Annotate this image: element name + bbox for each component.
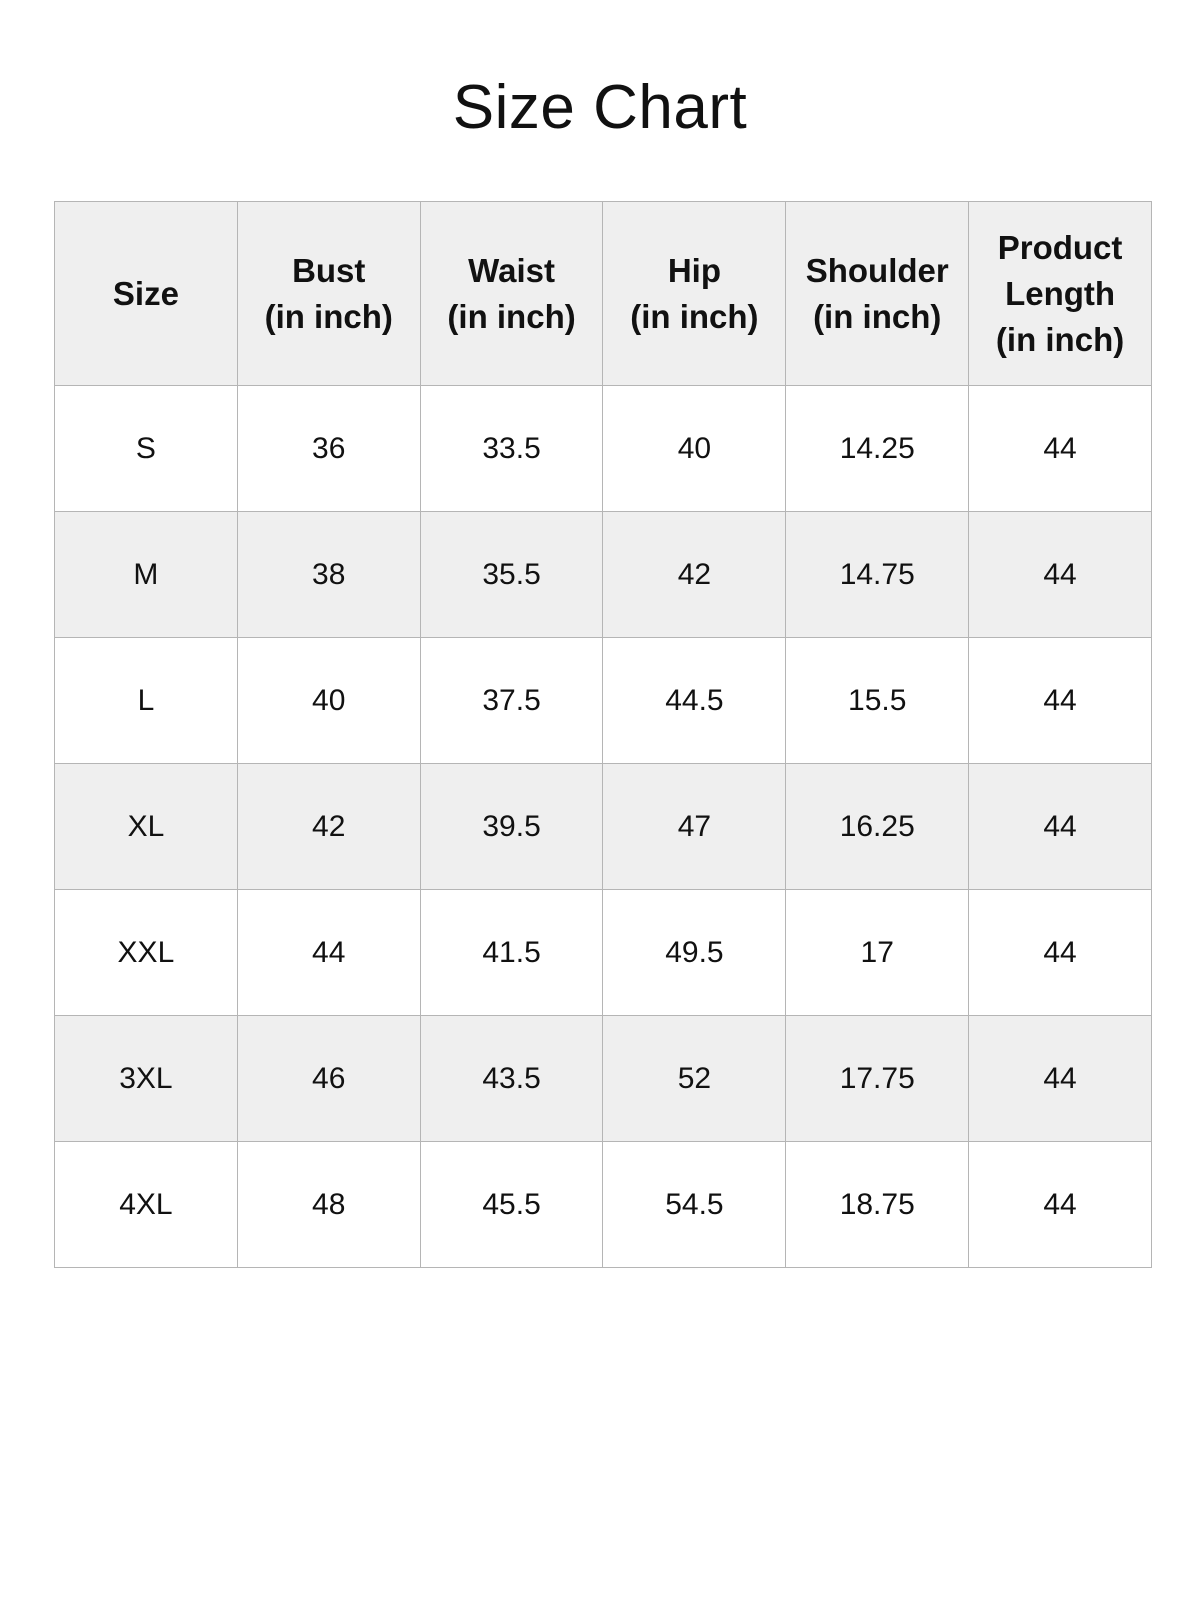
measurement-cell: 43.5 [419,1015,604,1142]
measurement-cell: 44 [968,1141,1152,1268]
column-header-line: Shoulder [805,251,949,289]
measurement-cell: 44 [968,637,1152,764]
measurement-cell: 44 [236,889,421,1016]
column-header: Product Length (in inch) [968,201,1152,386]
table-row: 4XL 48 45.5 54.5 18.75 44 [54,1141,1152,1268]
measurement-cell: 40 [602,385,787,512]
column-header: Bust (in inch) [236,201,421,386]
measurement-cell: 44 [968,385,1152,512]
measurement-cell: 42 [602,511,787,638]
column-header-line: (in inch) [447,297,576,335]
measurement-cell: 48 [236,1141,421,1268]
size-cell: 4XL [54,1141,238,1268]
column-header-line: (in inch) [264,297,393,335]
column-header: Shoulder (in inch) [785,201,970,386]
measurement-cell: 44 [968,889,1152,1016]
measurement-cell: 37.5 [419,637,604,764]
measurement-cell: 41.5 [419,889,604,1016]
column-header: Hip (in inch) [602,201,787,386]
measurement-cell: 14.75 [785,511,970,638]
measurement-cell: 44 [968,511,1152,638]
measurement-cell: 52 [602,1015,787,1142]
measurement-cell: 36 [236,385,421,512]
column-header-line: Size [112,274,179,312]
size-cell: L [54,637,238,764]
measurement-cell: 16.25 [785,763,970,890]
page-title: Size Chart [452,73,748,142]
size-cell: S [54,385,238,512]
measurement-cell: 54.5 [602,1141,787,1268]
measurement-cell: 40 [236,637,421,764]
table-row: XXL 44 41.5 49.5 17 44 [54,889,1152,1016]
measurement-cell: 17.75 [785,1015,970,1142]
measurement-cell: 42 [236,763,421,890]
size-chart-table: Size Bust (in inch) Waist (in inch) Hip (in in… [54,201,1152,1268]
size-cell: 3XL [54,1015,238,1142]
measurement-cell: 33.5 [419,385,604,512]
table-row: XL 42 39.5 47 16.25 44 [54,763,1152,890]
column-header: Size [54,201,238,386]
measurement-cell: 39.5 [419,763,604,890]
column-header-line: Hip [667,251,721,289]
measurement-cell: 35.5 [419,511,604,638]
column-header-line: (in inch) [995,320,1125,358]
column-header-line: Bust [292,251,366,289]
size-cell: XXL [54,889,238,1016]
measurement-cell: 38 [236,511,421,638]
table-row: 3XL 46 43.5 52 17.75 44 [54,1015,1152,1142]
column-header-line: Waist [468,251,555,289]
measurement-cell: 17 [785,889,970,1016]
column-header-line: (in inch) [630,297,759,335]
measurement-cell: 44 [968,1015,1152,1142]
column-header-line: Product [997,228,1123,266]
table-row: M 38 35.5 42 14.75 44 [54,511,1152,638]
table-row: L 40 37.5 44.5 15.5 44 [54,637,1152,764]
size-cell: M [54,511,238,638]
measurement-cell: 15.5 [785,637,970,764]
table-body: S 36 33.5 40 14.25 44 M 38 35.5 42 14.75 44 L 40 37.5 4… [54,385,1152,1268]
measurement-cell: 14.25 [785,385,970,512]
column-header: Waist (in inch) [419,201,604,386]
table-row: S 36 33.5 40 14.25 44 [54,385,1152,512]
measurement-cell: 46 [236,1015,421,1142]
measurement-cell: 47 [602,763,787,890]
measurement-cell: 49.5 [602,889,787,1016]
measurement-cell: 44.5 [602,637,787,764]
size-cell: XL [54,763,238,890]
measurement-cell: 18.75 [785,1141,970,1268]
header-row: Size Bust (in inch) Waist (in inch) Hip (in in… [54,201,1152,386]
column-header-line: (in inch) [813,297,942,335]
column-header-line: Length [1005,274,1116,312]
measurement-cell: 44 [968,763,1152,890]
measurement-cell: 45.5 [419,1141,604,1268]
